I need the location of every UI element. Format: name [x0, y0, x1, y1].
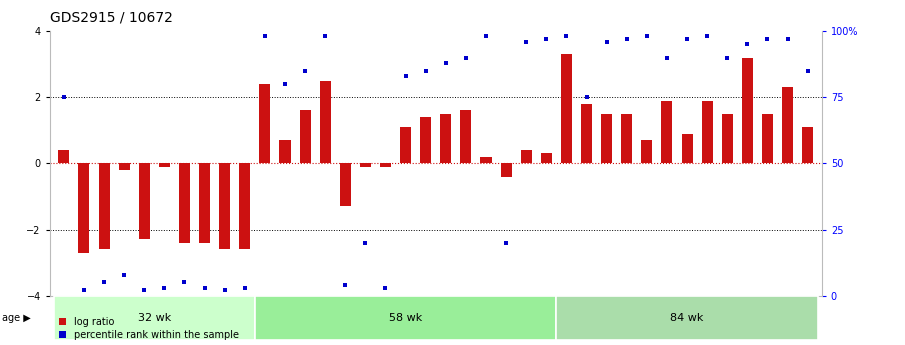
Point	[197, 285, 212, 290]
Bar	[280, 140, 291, 164]
Bar	[219, 164, 230, 249]
Bar	[621, 114, 633, 164]
Point	[579, 95, 594, 100]
Point	[298, 68, 312, 73]
Bar	[802, 127, 814, 164]
Bar	[541, 154, 552, 164]
Point	[499, 240, 513, 246]
Bar	[742, 58, 753, 164]
Bar	[440, 114, 452, 164]
Point	[117, 272, 131, 277]
Point	[137, 288, 151, 293]
Point	[398, 73, 413, 79]
Point	[700, 33, 714, 39]
Bar	[319, 81, 330, 164]
Point	[740, 41, 755, 47]
Point	[620, 36, 634, 42]
Bar	[701, 100, 712, 164]
Bar	[500, 164, 511, 177]
Point	[640, 33, 654, 39]
Point	[599, 39, 614, 45]
Text: 32 wk: 32 wk	[138, 313, 171, 323]
Bar	[53, 296, 255, 340]
Bar	[119, 164, 129, 170]
Bar	[782, 87, 793, 164]
Bar	[99, 164, 110, 249]
Point	[720, 55, 735, 60]
Bar	[159, 164, 170, 167]
Bar	[138, 164, 150, 239]
Point	[318, 33, 332, 39]
Point	[519, 39, 533, 45]
Point	[418, 68, 433, 73]
Bar	[520, 150, 532, 164]
Point	[258, 33, 272, 39]
Bar	[581, 104, 592, 164]
Point	[237, 285, 252, 290]
Bar	[339, 164, 351, 206]
Point	[760, 36, 775, 42]
Bar	[461, 110, 472, 164]
Point	[459, 55, 473, 60]
Bar	[239, 164, 251, 249]
Point	[539, 36, 554, 42]
Bar	[360, 164, 371, 167]
Bar	[601, 114, 612, 164]
Point	[177, 280, 192, 285]
Bar	[681, 134, 692, 164]
Bar	[762, 114, 773, 164]
Bar	[420, 117, 432, 164]
Point	[157, 285, 172, 290]
Text: 84 wk: 84 wk	[671, 313, 704, 323]
Point	[57, 95, 71, 100]
Bar	[400, 127, 411, 164]
Point	[338, 282, 353, 288]
Bar	[58, 150, 70, 164]
Bar	[561, 54, 572, 164]
Bar	[662, 100, 672, 164]
Text: 58 wk: 58 wk	[389, 313, 423, 323]
Point	[439, 60, 453, 66]
Bar	[255, 296, 557, 340]
Bar	[79, 164, 90, 253]
Point	[479, 33, 493, 39]
Bar	[260, 84, 271, 164]
Bar	[721, 114, 733, 164]
Point	[217, 288, 232, 293]
Bar	[557, 296, 818, 340]
Text: GDS2915 / 10672: GDS2915 / 10672	[50, 10, 173, 24]
Point	[358, 240, 373, 246]
Point	[780, 36, 795, 42]
Bar	[179, 164, 190, 243]
Bar	[481, 157, 491, 164]
Point	[800, 68, 814, 73]
Bar	[380, 164, 391, 167]
Legend: log ratio, percentile rank within the sample: log ratio, percentile rank within the sa…	[54, 313, 243, 344]
Bar	[642, 140, 653, 164]
Point	[378, 285, 393, 290]
Text: age ▶: age ▶	[2, 313, 31, 323]
Point	[559, 33, 574, 39]
Bar	[300, 110, 310, 164]
Point	[278, 81, 292, 87]
Point	[660, 55, 674, 60]
Bar	[199, 164, 210, 243]
Point	[97, 280, 111, 285]
Point	[680, 36, 694, 42]
Point	[77, 288, 91, 293]
